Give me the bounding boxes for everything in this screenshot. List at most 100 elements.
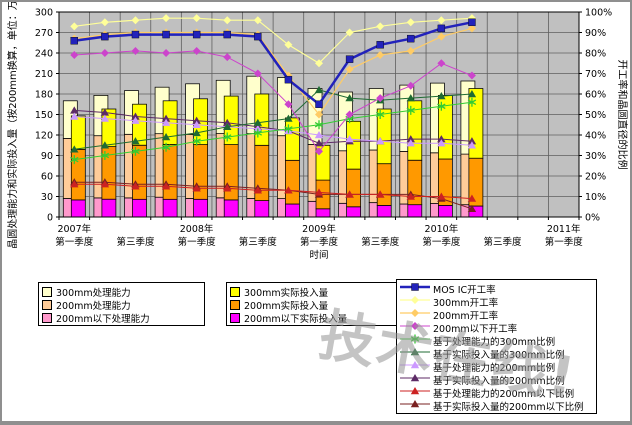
legend-swatch [42, 299, 52, 310]
svg-text:第一季度: 第一季度 [55, 236, 94, 248]
svg-text:第一季度: 第一季度 [300, 236, 339, 248]
legend-item: 200mm以下处理能力 [42, 311, 200, 325]
legend-swatch [42, 286, 52, 297]
legend-item: 300mm开工率 [400, 295, 592, 309]
actual-input-legend: 300mm实际投入量 200mm实际投入量 200mm以下实际投入量 [226, 282, 398, 326]
legend-label: 300mm处理能力 [56, 287, 131, 299]
legend-swatch [230, 286, 240, 297]
legend-item: 300mm处理能力 [42, 285, 200, 299]
svg-text:第三季度: 第三季度 [239, 236, 278, 248]
svg-text:30: 30 [41, 192, 53, 203]
legend-item: 基于处理能力的300mm比例 [400, 334, 592, 348]
svg-text:40%: 40% [585, 131, 606, 142]
legend-item: MOS IC开工率 [400, 282, 592, 296]
line-series-8 [70, 180, 477, 202]
legend-item: 200mm实际投入量 [230, 298, 393, 312]
x-axis-title: 时间 [309, 249, 328, 261]
legend-line-swatch [400, 360, 430, 373]
svg-text:第一季度: 第一季度 [422, 236, 461, 248]
legend-item: 基于实际投入量的300mm比例 [400, 347, 592, 361]
actual-legend-list: 300mm实际投入量 200mm实际投入量 200mm以下实际投入量 [230, 285, 393, 325]
capacity-legend-list: 300mm处理能力 200mm处理能力 200mm以下处理能力 [42, 285, 200, 325]
svg-text:20%: 20% [585, 172, 606, 183]
legend-swatch [230, 299, 240, 310]
svg-text:30%: 30% [585, 151, 606, 162]
svg-text:第一季度: 第一季度 [178, 236, 217, 248]
right-axis-title: 开工率和晶圆直径的比例 [616, 60, 629, 170]
legend-swatch [230, 312, 240, 323]
axis-ticks [56, 11, 582, 220]
line-series-legend: MOS IC开工率 300mm开工率 200mm开工率 200mm以下开工率 基于处理能… [396, 279, 597, 414]
legend-item: 200mm以下开工率 [400, 321, 592, 335]
legend-label: 200mm处理能力 [56, 300, 131, 312]
line-series-1 [70, 14, 476, 68]
legend-item: 基于处理能力的200mm比例 [400, 360, 592, 374]
legend-label: 基于实际投入量的200mm以下比例 [433, 401, 584, 413]
svg-text:300: 300 [35, 8, 53, 19]
svg-text:10%: 10% [585, 192, 606, 203]
legend-line-swatch [400, 308, 430, 321]
right-axis-tick-labels: 0% 10% 20% 30% 40% 50% 60% 70% 80% 90% 100% [585, 8, 612, 224]
left-axis-title: 晶圆处理能力和实际投入量（按200mm换算，单位：万片） [6, 2, 19, 249]
legend-label: 300mm实际投入量 [244, 287, 329, 299]
chart-plot-svg: 0 30 60 90 120 150 180 210 240 270 300 0% 10% 20% 30% 4… [6, 2, 629, 261]
legend-label: 300mm开工率 [433, 297, 499, 309]
svg-text:240: 240 [35, 49, 53, 60]
svg-text:60%: 60% [585, 90, 606, 101]
legend-line-swatch [400, 321, 430, 334]
line-series-5 [70, 85, 477, 153]
svg-text:2010年: 2010年 [425, 223, 459, 235]
svg-text:90: 90 [41, 151, 53, 162]
svg-text:第三季度: 第三季度 [361, 236, 400, 248]
svg-text:90%: 90% [585, 28, 606, 39]
legend-label: MOS IC开工率 [433, 284, 496, 296]
svg-text:50%: 50% [585, 110, 606, 121]
legend-label: 200mm以下开工率 [433, 323, 518, 335]
legend-label: 200mm实际投入量 [244, 300, 329, 312]
svg-text:2009年: 2009年 [302, 223, 336, 235]
legend-label: 基于处理能力的200mm比例 [433, 362, 556, 374]
svg-text:2007年: 2007年 [57, 223, 91, 235]
svg-text:第三季度: 第三季度 [116, 236, 155, 248]
left-axis-tick-labels: 0 30 60 90 120 150 180 210 240 270 300 [35, 8, 53, 224]
svg-text:2011年: 2011年 [547, 223, 581, 235]
line-series-0 [70, 18, 476, 108]
legend-label: 基于实际投入量的300mm比例 [433, 349, 565, 361]
legend-swatch [42, 312, 52, 323]
legend-label: 200mm以下处理能力 [56, 313, 150, 325]
legend-item: 基于处理能力的200mm以下比例 [400, 386, 592, 400]
svg-text:80%: 80% [585, 49, 606, 60]
legend-line-swatch [400, 295, 430, 308]
line-series-3 [70, 46, 476, 156]
line-series-4 [70, 97, 477, 165]
line-legend-list: MOS IC开工率 300mm开工率 200mm开工率 200mm以下开工率 基于处理能… [400, 282, 592, 413]
legend-label: 基于处理能力的200mm以下比例 [433, 388, 575, 400]
legend-line-swatch [400, 334, 430, 347]
legend-item: 基于实际投入量的200mm以下比例 [400, 399, 592, 413]
svg-text:70%: 70% [585, 69, 606, 80]
capacity-legend: 300mm处理能力 200mm处理能力 200mm以下处理能力 [38, 282, 205, 326]
legend-line-swatch [400, 347, 430, 360]
legend-label: 基于实际投入量的200mm比例 [433, 375, 565, 387]
svg-text:150: 150 [35, 110, 53, 121]
line-series-7 [70, 106, 477, 147]
legend-line-swatch [400, 282, 430, 295]
legend-label: 基于处理能力的300mm比例 [433, 336, 556, 348]
svg-text:2008年: 2008年 [180, 223, 214, 235]
legend-line-swatch [400, 386, 430, 399]
svg-text:270: 270 [35, 28, 53, 39]
svg-text:0%: 0% [585, 213, 600, 224]
legend-label: 200mm开工率 [433, 310, 499, 322]
legend-line-swatch [400, 373, 430, 386]
legend-line-swatch [400, 399, 430, 412]
svg-text:第三季度: 第三季度 [483, 236, 522, 248]
svg-text:120: 120 [35, 131, 53, 142]
svg-text:0: 0 [47, 213, 53, 224]
legend-item: 300mm实际投入量 [230, 285, 393, 299]
svg-text:60: 60 [41, 172, 53, 183]
legend-label: 200mm以下实际投入量 [244, 313, 348, 325]
legend-item: 200mm以下实际投入量 [230, 311, 393, 325]
svg-text:100%: 100% [585, 8, 612, 19]
